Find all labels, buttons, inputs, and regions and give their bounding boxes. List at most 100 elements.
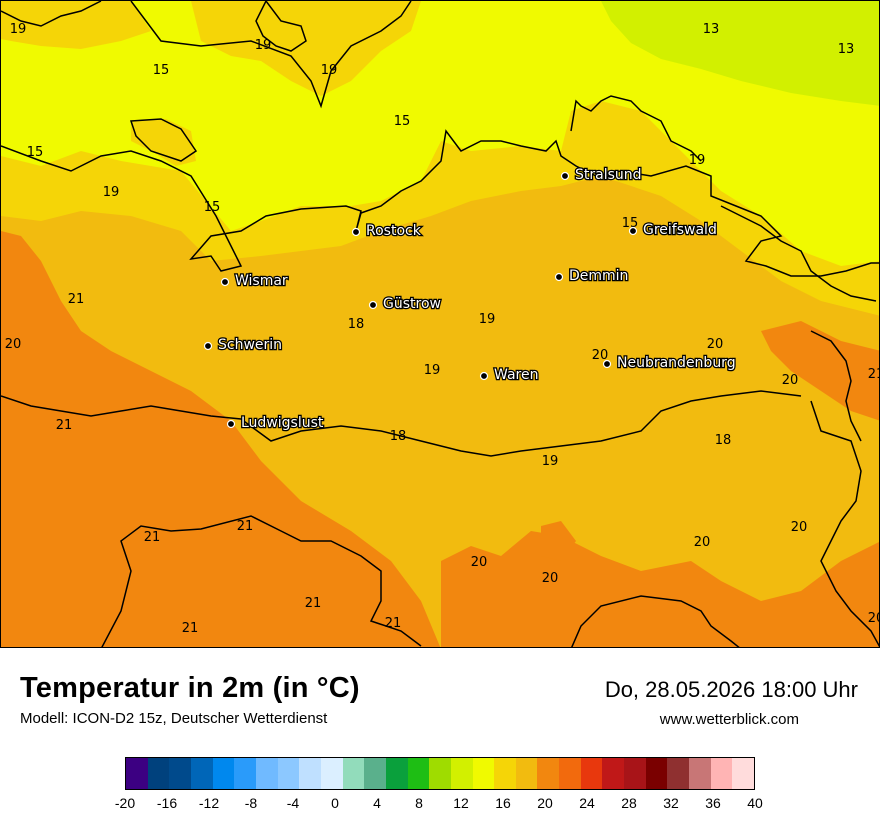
legend-swatch xyxy=(537,758,560,789)
legend-tick-label: 40 xyxy=(747,795,763,811)
legend-swatch xyxy=(732,758,755,789)
isotherm-label: 20 xyxy=(542,571,559,586)
isotherm-label: 20 xyxy=(707,337,724,352)
city-marker xyxy=(351,227,361,237)
legend-swatch xyxy=(689,758,711,789)
isotherm-label: 15 xyxy=(394,114,411,129)
city-marker xyxy=(479,371,489,381)
isotherm-label: 19 xyxy=(424,363,441,378)
city-marker xyxy=(554,272,564,282)
city-marker xyxy=(203,341,213,351)
legend-tick-label: 32 xyxy=(663,795,679,811)
legend-tick-label: 0 xyxy=(331,795,339,811)
legend-swatch xyxy=(429,758,451,789)
isotherm-label: 19 xyxy=(479,312,496,327)
legend-swatch xyxy=(602,758,625,789)
land-hot-southwest xyxy=(1,231,441,647)
city-marker xyxy=(368,300,378,310)
isotherm-label: 21 xyxy=(385,616,402,631)
city-marker xyxy=(560,171,570,181)
isotherm-label: 20 xyxy=(694,535,711,550)
isotherm-label: 20 xyxy=(868,611,880,626)
legend-tick-label: 28 xyxy=(621,795,637,811)
cold-sea-patch xyxy=(601,1,879,106)
isotherm-label: 15 xyxy=(27,145,44,160)
land-hot-patch xyxy=(541,521,576,561)
legend-swatch xyxy=(494,758,516,789)
legend-tick-label: 16 xyxy=(495,795,511,811)
legend-swatch xyxy=(169,758,191,789)
isotherm-label: 13 xyxy=(838,42,855,57)
city-label: Rostock xyxy=(366,223,422,239)
isotherm-label: 18 xyxy=(348,317,365,332)
legend-tick-label: 36 xyxy=(705,795,721,811)
land-hot-south xyxy=(441,531,879,647)
isotherm-label: 18 xyxy=(715,433,732,448)
legend-swatch xyxy=(299,758,321,789)
isotherm-label: 21 xyxy=(68,292,85,307)
legend-swatch xyxy=(667,758,690,789)
isotherm-label: 21 xyxy=(182,621,199,636)
isotherm-label: 19 xyxy=(103,185,120,200)
legend-swatch xyxy=(559,758,581,789)
legend-swatch xyxy=(645,758,668,789)
isotherm-label: 19 xyxy=(321,63,338,78)
isotherm-label: 20 xyxy=(782,373,799,388)
page-title: Temperatur in 2m (in °C) xyxy=(20,672,360,704)
city-label: Wismar xyxy=(235,273,288,289)
city-label: Neubrandenburg xyxy=(617,355,736,371)
legend-swatch xyxy=(472,758,495,789)
city-marker xyxy=(220,277,230,287)
island-mild-3 xyxy=(131,119,196,166)
legend-tick-label: 12 xyxy=(453,795,469,811)
city-label: Stralsund xyxy=(575,167,642,183)
isotherm-label: 21 xyxy=(144,530,161,545)
legend-tick-label: 8 xyxy=(415,795,423,811)
website-link[interactable]: www.wetterblick.com xyxy=(659,711,799,728)
legend-tick-label: -8 xyxy=(244,795,258,811)
city-markers: Stralsund Rostock Greifswald Wismar Demmin Gü… xyxy=(203,166,737,432)
isotherm-label: 19 xyxy=(255,38,272,53)
legend-swatch xyxy=(212,758,235,789)
isotherm-label: 15 xyxy=(204,200,221,215)
city-marker xyxy=(628,226,638,236)
legend-tick-label: 4 xyxy=(373,795,381,811)
legend-tick-label: -12 xyxy=(198,795,220,811)
legend-tick-label: 24 xyxy=(579,795,595,811)
city-label: Waren xyxy=(494,367,538,383)
legend-swatch xyxy=(580,758,603,789)
legend-swatch xyxy=(342,758,365,789)
isotherm-label: 13 xyxy=(703,22,720,37)
isotherm-label: 21 xyxy=(237,519,254,534)
isotherm-label: 19 xyxy=(542,454,559,469)
forecast-datetime: Do, 28.05.2026 18:00 Uhr xyxy=(604,677,858,702)
legend-tick-label: 20 xyxy=(537,795,553,811)
isotherm-label: 20 xyxy=(471,555,488,570)
legend-tick-label: -20 xyxy=(114,795,136,811)
island-mild-2 xyxy=(191,1,421,96)
city-marker xyxy=(602,359,612,369)
legend-swatch xyxy=(234,758,256,789)
legend-swatch xyxy=(147,758,170,789)
city-label: Demmin xyxy=(569,268,628,284)
legend-swatch xyxy=(255,758,278,789)
color-legend xyxy=(125,757,755,790)
model-info: Modell: ICON-D2 15z, Deutscher Wetterdie… xyxy=(20,710,328,727)
coastlines xyxy=(1,1,879,647)
island-mild-1 xyxy=(1,1,151,49)
city-label: Schwerin xyxy=(218,337,282,353)
land-hot-east xyxy=(761,321,879,421)
isotherm-label: 20 xyxy=(5,337,22,352)
isotherm-label: 21 xyxy=(868,367,880,382)
isotherm-label: 15 xyxy=(153,63,170,78)
isotherm-label: 21 xyxy=(56,418,73,433)
isotherm-label: 18 xyxy=(390,429,407,444)
legend-ticks: -20 -16 -12 -8 -4 0 4 8 12 16 20 24 28 32 36 40 xyxy=(115,795,763,815)
legend-swatch xyxy=(515,758,538,789)
legend-swatch xyxy=(450,758,473,789)
isotherm-label: 19 xyxy=(10,22,27,37)
isotherm-label: 19 xyxy=(689,153,706,168)
legend-swatch xyxy=(190,758,213,789)
legend-swatch xyxy=(385,758,408,789)
